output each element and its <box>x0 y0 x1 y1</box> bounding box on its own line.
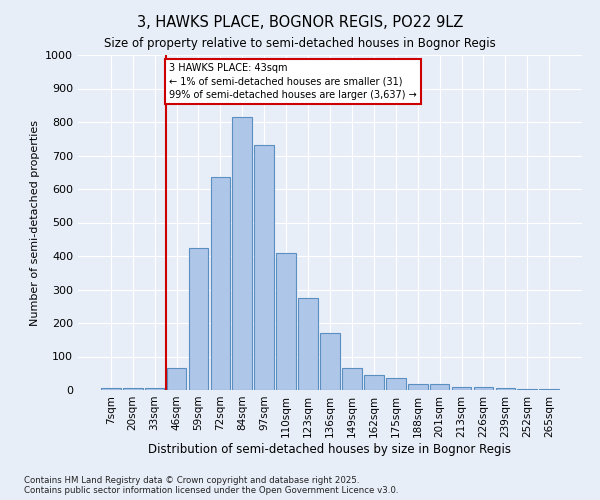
Bar <box>254 146 274 390</box>
Text: Size of property relative to semi-detached houses in Bognor Regis: Size of property relative to semi-detach… <box>104 38 496 51</box>
X-axis label: Distribution of semi-detached houses by size in Bognor Regis: Distribution of semi-detached houses by … <box>149 442 511 456</box>
Bar <box>167 368 187 390</box>
Bar <box>320 333 340 390</box>
Y-axis label: Number of semi-detached properties: Number of semi-detached properties <box>29 120 40 326</box>
Bar <box>101 388 121 390</box>
Bar <box>298 298 318 390</box>
Bar <box>430 384 449 390</box>
Bar <box>364 375 384 390</box>
Text: 3 HAWKS PLACE: 43sqm
← 1% of semi-detached houses are smaller (31)
99% of semi-d: 3 HAWKS PLACE: 43sqm ← 1% of semi-detach… <box>169 64 416 100</box>
Bar <box>145 388 164 390</box>
Bar <box>188 248 208 390</box>
Text: Contains HM Land Registry data © Crown copyright and database right 2025.
Contai: Contains HM Land Registry data © Crown c… <box>24 476 398 495</box>
Bar <box>276 252 296 390</box>
Bar <box>342 368 362 390</box>
Bar <box>386 378 406 390</box>
Bar <box>473 388 493 390</box>
Bar <box>452 388 472 390</box>
Bar <box>123 388 143 390</box>
Bar <box>408 384 428 390</box>
Bar <box>232 117 252 390</box>
Text: 3, HAWKS PLACE, BOGNOR REGIS, PO22 9LZ: 3, HAWKS PLACE, BOGNOR REGIS, PO22 9LZ <box>137 15 463 30</box>
Bar <box>496 388 515 390</box>
Bar <box>211 178 230 390</box>
